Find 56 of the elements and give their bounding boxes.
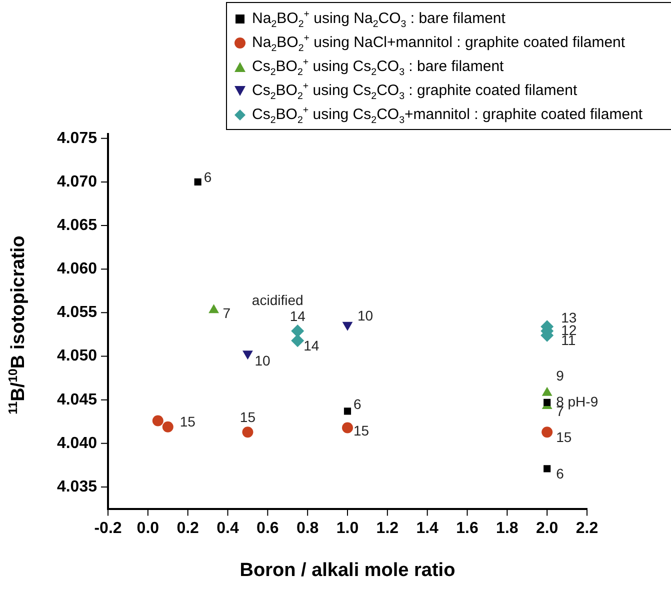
- y-tick-label: 4.065: [56, 216, 98, 234]
- y-tick-label: 4.035: [56, 478, 98, 496]
- y-tick-label: 4.075: [56, 130, 98, 147]
- point: [544, 398, 551, 406]
- x-tick-label: 0.6: [256, 520, 279, 537]
- point: [342, 322, 353, 331]
- annotation: 15: [240, 408, 256, 425]
- text: Cs$_{2}$BO$_{2}$$^{+}$ using Cs$_{2}$CO$_{3}$ : bare filament: [252, 56, 504, 78]
- annotation: 15: [556, 428, 572, 445]
- annotation: 14: [290, 308, 306, 324]
- point: [152, 415, 164, 426]
- annotation: 9: [556, 368, 564, 384]
- annotation: acidified: [252, 292, 304, 308]
- point: [194, 178, 202, 186]
- annotation: 10: [358, 308, 374, 324]
- x-tick-label: -0.2: [94, 520, 122, 537]
- legend-label: Na$_{2}$BO$_{2}$$^{+}$ using NaCl+mannitol : graphite coated filament: [252, 32, 626, 54]
- y-tick-label: 4.050: [56, 348, 98, 365]
- x-tick-label: 0.4: [216, 520, 239, 537]
- point: [162, 421, 174, 432]
- annotation: 7: [222, 304, 231, 321]
- point: [344, 408, 352, 415]
- point: [291, 324, 304, 338]
- y-tick-label: 4.070: [56, 173, 98, 190]
- x-tick-label: 1.4: [416, 520, 439, 537]
- annotation: 6: [204, 168, 212, 185]
- point: [291, 334, 304, 348]
- text: Cs$_{2}$BO$_{2}$$^{+}$ using Cs$_{2}$CO$_{3}$ : graphite coated filament: [252, 80, 578, 102]
- x-tick-label: 0.2: [176, 520, 200, 537]
- x-tick-label: 1.8: [496, 520, 518, 537]
- y-tick-label: 4.055: [56, 304, 98, 322]
- annotation: 6: [354, 396, 362, 412]
- y-tick-label: 4.060: [56, 260, 98, 278]
- x-axis-title: Boron / alkali mole ratio: [238, 560, 456, 582]
- x-tick-label: 1.6: [456, 520, 478, 537]
- annotation: 6: [556, 466, 564, 482]
- annotation: 14: [304, 337, 320, 354]
- x-tick-label: 2.2: [576, 520, 598, 537]
- point: [242, 426, 254, 438]
- point: [342, 422, 353, 434]
- text: Cs$_{2}$BO$_{2}$$^{+}$ using Cs$_{2}$CO$_{3}$+mannitol : graphite coated filament: [252, 104, 643, 126]
- y-tick-label: 4.040: [56, 434, 98, 452]
- annotation: 15: [180, 414, 196, 430]
- x-tick-label: 0.0: [136, 520, 160, 537]
- annotation: 15: [354, 422, 370, 439]
- point: [208, 304, 219, 314]
- x-tick-label: 1.2: [376, 520, 399, 537]
- point: [542, 426, 553, 438]
- x-tick-label: 0.8: [296, 520, 319, 537]
- annotation: 10: [254, 352, 270, 369]
- annotation: 13: [561, 309, 577, 326]
- point: [544, 465, 551, 472]
- x-tick-label: 2.0: [536, 520, 558, 537]
- x-tick-label: 1.0: [336, 520, 359, 537]
- y-tick-label: 4.045: [56, 391, 98, 408]
- text: Na$_{2}$BO$_{2}$$^{+}$ using Na$_{2}$CO$_{3}$ : bare filament: [252, 8, 506, 30]
